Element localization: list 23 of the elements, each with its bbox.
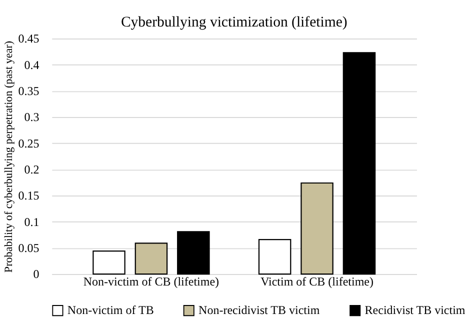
- y-axis-title: Probability of cyberbullying perpetration (past year): [2, 40, 15, 273]
- y-tick-label: 0.35: [18, 84, 40, 98]
- y-tick-label: 0: [33, 267, 40, 282]
- y-tick-label: 0.2: [24, 162, 40, 177]
- bar: [342, 52, 376, 275]
- y-tick-label: 0.05: [18, 241, 40, 256]
- bar: [134, 242, 168, 275]
- x-tick-label: Non-victim of CB (lifetime): [83, 274, 220, 289]
- y-tick-label: 0.1: [24, 214, 40, 229]
- legend-label: Non-victim of TB: [67, 303, 154, 318]
- bar: [258, 238, 292, 275]
- y-tick-label: 0.15: [18, 188, 40, 203]
- bar: [177, 231, 210, 275]
- x-tick-label: Victim of CB (lifetime): [260, 274, 374, 289]
- legend-label: Recidivist TB victim: [364, 303, 466, 318]
- legend-label: Non-recidivist TB victim: [198, 303, 320, 318]
- bar: [300, 182, 334, 275]
- y-tick-label: 0.25: [18, 136, 40, 150]
- y-tick-label: 0.4: [24, 58, 40, 72]
- y-tick-label: 0.45: [18, 32, 40, 46]
- chart-title: Cyberbullying victimization (lifetime): [120, 14, 348, 31]
- y-tick-label: 0.3: [24, 110, 40, 124]
- bar: [92, 250, 126, 275]
